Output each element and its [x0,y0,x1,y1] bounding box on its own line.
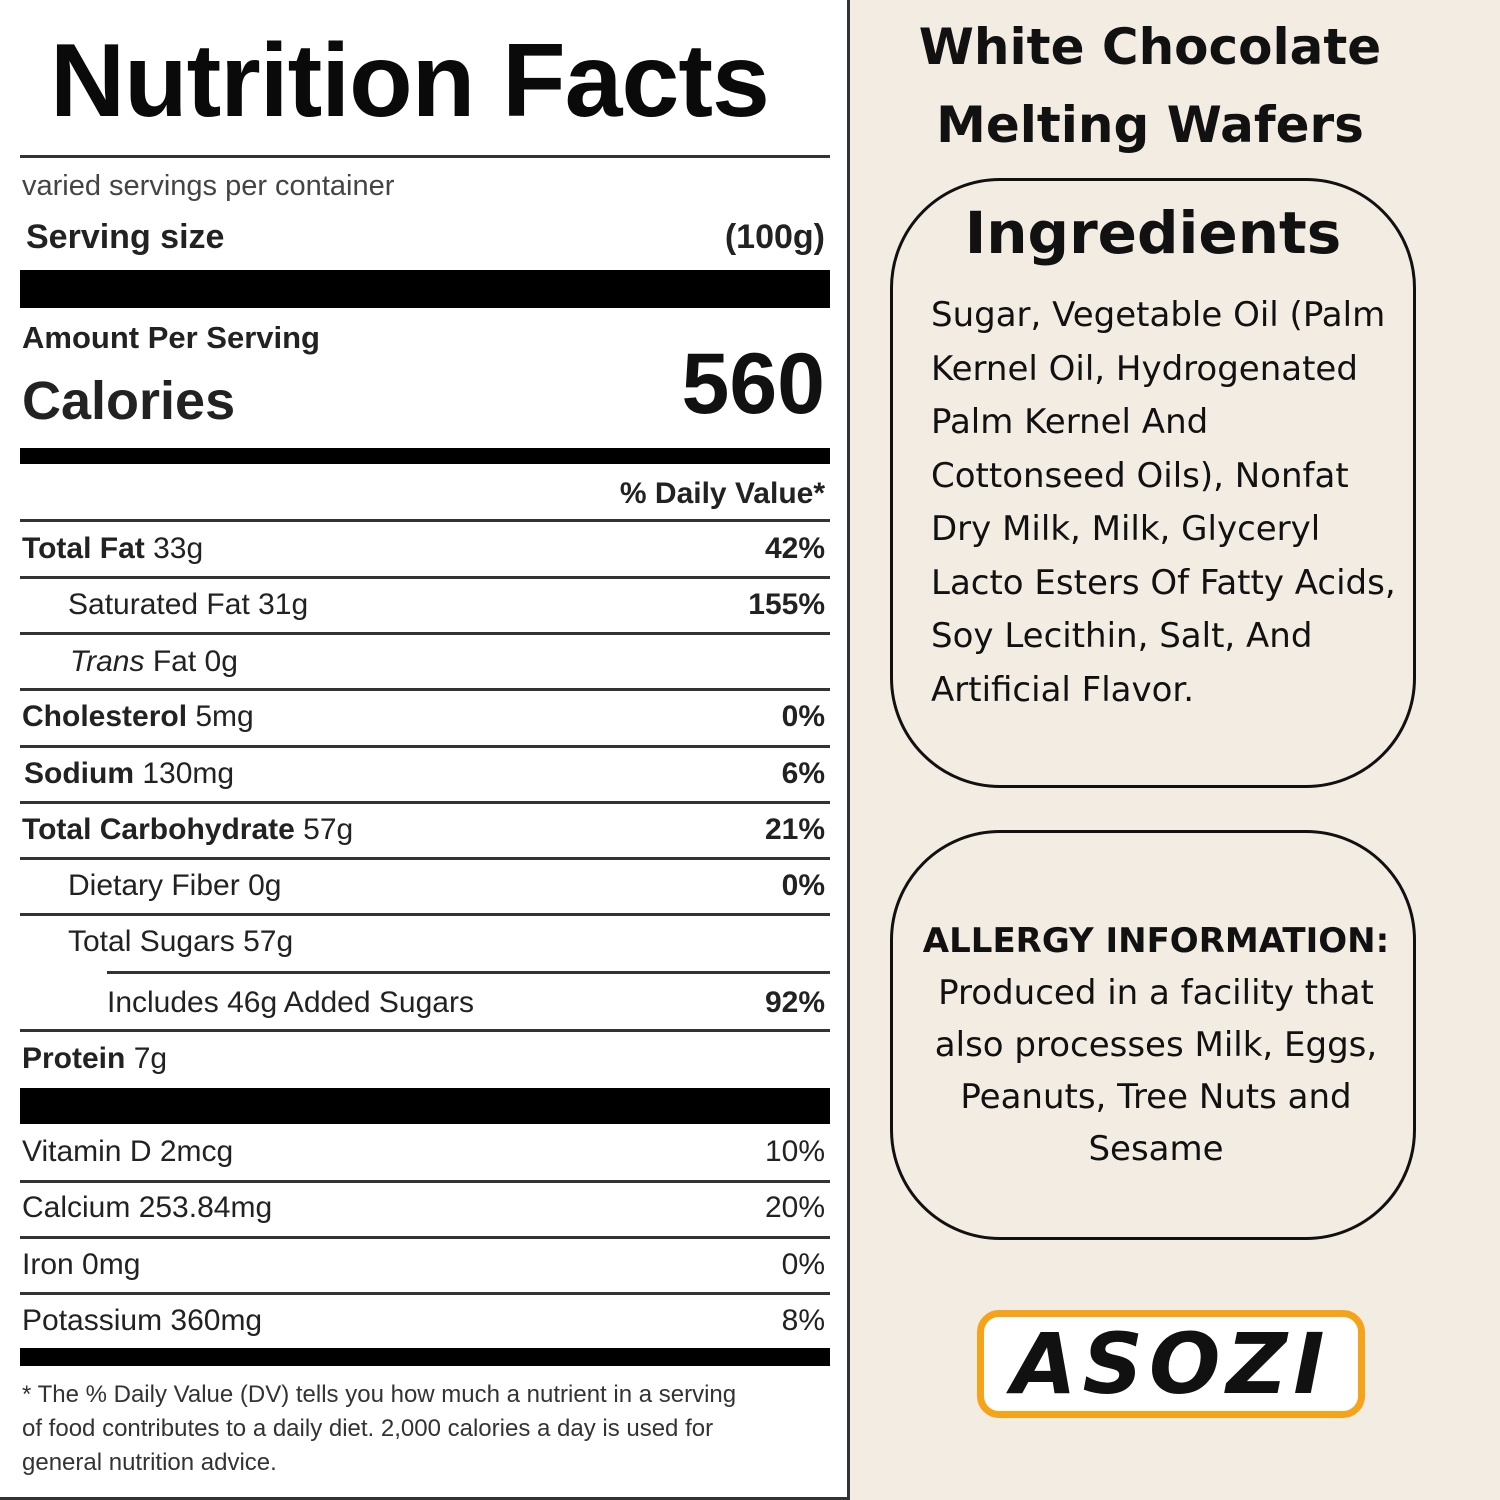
dv-cholesterol: 0% [781,700,825,733]
dv-saturated-fat: 155% [748,588,825,621]
dv-calcium: 20% [764,1191,825,1224]
nutrition-title: Nutrition Facts [50,23,770,139]
nutrition-facts-label: Nutrition Facts varied servings per cont… [0,0,850,1500]
dv-iron: 0% [781,1248,825,1281]
dv-added-sugars: 92% [764,986,825,1019]
row-total-carbohydrate: Total Carbohydrate 57g [22,813,354,846]
product-title: White Chocolate Melting Wafers [918,18,1382,154]
row-total-sugars: Total Sugars 57g [68,925,294,958]
row-cholesterol: Cholesterol 5mg [22,700,254,733]
dv-total-fat: 42% [764,532,825,565]
thick-divider [20,1088,830,1124]
daily-value-header: % Daily Value* [619,477,825,510]
divider [20,155,830,158]
row-sodium: Sodium 130mg [24,757,235,790]
row-saturated-fat: Saturated Fat 31g [68,588,309,621]
thick-divider [20,270,830,308]
calories-value: 560 [681,336,826,432]
dv-vitamin-d: 10% [764,1135,825,1168]
thick-divider [20,1348,830,1366]
row-iron: Iron 0mg [22,1248,141,1281]
servings-per-container: varied servings per container [22,170,395,202]
allergy-info: ALLERGY INFORMATION: Produced in a facil… [922,921,1390,1169]
amount-per-serving: Amount Per Serving [22,320,320,355]
serving-size-label: Serving size [26,218,225,256]
row-total-fat: Total Fat 33g [22,532,204,565]
dv-potassium: 8% [781,1304,825,1337]
serving-size-value: (100g) [724,218,825,256]
footnote: * The % Daily Value (DV) tells you how m… [22,1381,737,1476]
brand-logo: ASOZI [977,1310,1365,1418]
ingredients-box: Ingredients Sugar, Vegetable Oil (Palm K… [890,178,1416,788]
row-added-sugars: Includes 46g Added Sugars [107,986,474,1019]
row-protein: Protein 7g [22,1042,168,1075]
thick-divider [20,448,830,464]
row-calcium: Calcium 253.84mg [22,1191,273,1224]
row-potassium: Potassium 360mg [22,1304,263,1337]
calories-label: Calories [22,371,236,431]
dv-sodium: 6% [781,757,825,790]
ingredients-text: Sugar, Vegetable Oil (Palm Kernel Oil, H… [931,295,1396,710]
row-dietary-fiber: Dietary Fiber 0g [68,869,282,902]
row-vitamin-d: Vitamin D 2mcg [22,1135,234,1168]
row-trans-fat: Trans Fat 0g [70,645,238,678]
dv-dietary-fiber: 0% [781,869,825,902]
dv-total-carbohydrate: 21% [764,813,825,846]
ingredients-title: Ingredients [964,199,1342,267]
allergy-box: ALLERGY INFORMATION: Produced in a facil… [890,830,1416,1240]
